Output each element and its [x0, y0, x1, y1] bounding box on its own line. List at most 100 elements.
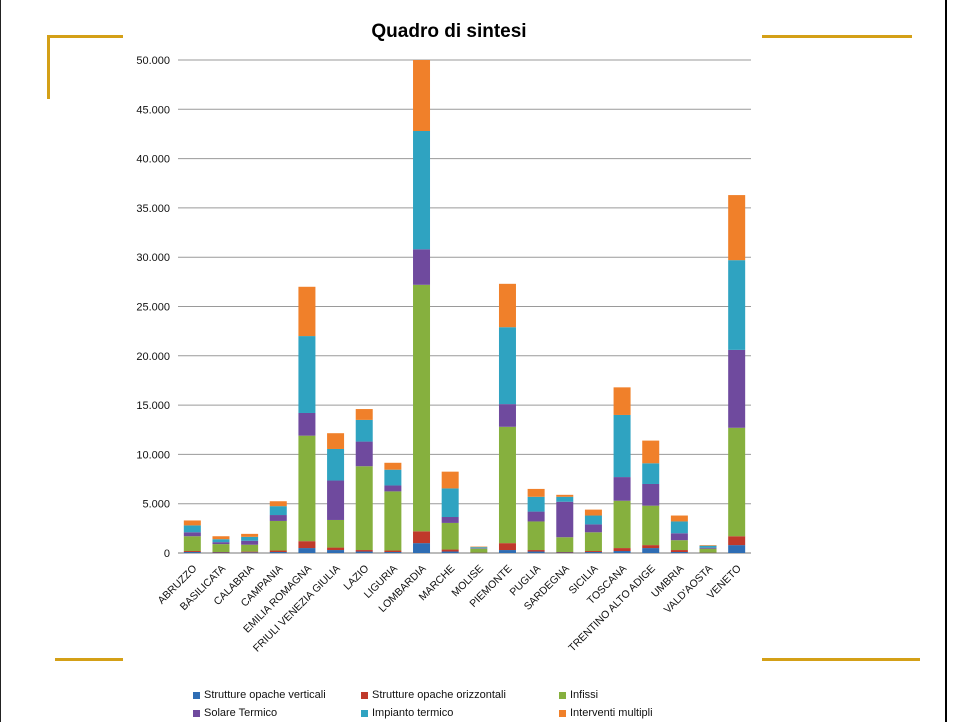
bar-segment: [384, 550, 402, 553]
bar-segment: [269, 506, 287, 516]
bar-segment: [728, 427, 746, 537]
bar-segment: [269, 552, 287, 553]
bar-segment: [298, 435, 316, 542]
bar-segment: [241, 551, 259, 553]
bar-segment: [470, 546, 488, 548]
bar-segment: [298, 336, 316, 413]
bar-segment: [670, 515, 688, 522]
bar-segment: [413, 249, 431, 285]
bar-segment: [241, 544, 259, 552]
bar-segment: [327, 433, 345, 449]
bar-segment: [527, 496, 545, 512]
legend-label: Interventi multipli: [570, 707, 653, 719]
legend-swatch: [559, 709, 566, 717]
bar-segment: [413, 543, 431, 553]
bar-segment: [498, 426, 516, 544]
bar-segment: [384, 485, 402, 492]
bar-segment: [212, 542, 230, 545]
bar-segment: [699, 545, 717, 548]
line-decoration-bottom-left: [55, 658, 123, 661]
legend-swatch: [361, 691, 368, 699]
legend-label: Impianto termico: [372, 707, 454, 719]
bar-segment: [413, 531, 431, 544]
bar-segment: [413, 130, 431, 250]
legend-label: Strutture opache orizzontali: [372, 689, 506, 701]
bar-segment: [327, 519, 345, 548]
y-tick-label: 10.000: [136, 449, 170, 461]
bar-segment: [327, 448, 345, 481]
bar-segment: [441, 517, 459, 523]
bar-segment: [355, 419, 373, 442]
bar-segment: [699, 547, 717, 549]
bar-segment: [355, 466, 373, 551]
bar-segment: [183, 520, 201, 526]
bar-segment: [556, 537, 574, 553]
bar-segment: [384, 462, 402, 470]
bar-segment: [470, 547, 488, 549]
bar-segment: [298, 541, 316, 549]
bar-segment: [327, 547, 345, 551]
y-tick-label: 40.000: [136, 154, 170, 166]
bar-segment: [584, 524, 602, 533]
bar-segment: [728, 195, 746, 261]
bar-segment: [498, 404, 516, 427]
y-tick-label: 30.000: [136, 252, 170, 264]
bar-segment: [355, 550, 373, 552]
bar-segment: [183, 525, 201, 533]
bar-segment: [269, 515, 287, 521]
bar-segment: [584, 552, 602, 553]
bar-segment: [728, 536, 746, 546]
bar-segment: [527, 488, 545, 497]
bar-segment: [527, 551, 545, 553]
y-tick-label: 15.000: [136, 400, 170, 412]
bar-segment: [384, 491, 402, 551]
bar-segment: [212, 539, 230, 543]
bar-segment: [183, 552, 201, 553]
bar-segment: [728, 349, 746, 428]
legend-swatch: [193, 691, 200, 699]
bar-segment: [613, 414, 631, 478]
bar-segment: [613, 387, 631, 415]
y-tick-label: 25.000: [136, 302, 170, 314]
y-tick-label: 45.000: [136, 104, 170, 116]
legend-item: Solare Termico: [193, 704, 361, 722]
bar-segment: [584, 551, 602, 553]
bar-segment: [212, 544, 230, 553]
bar-segment: [327, 480, 345, 520]
bar-segment: [699, 545, 717, 546]
left-frame-border: [0, 0, 1, 722]
bar-segment: [355, 409, 373, 420]
bar-segment: [642, 545, 660, 549]
line-decoration-bottom-right: [762, 658, 920, 661]
bar-segment: [298, 286, 316, 337]
bar-segment: [642, 505, 660, 546]
bar-segment: [670, 552, 688, 553]
right-frame-border: [945, 0, 947, 722]
bar-segment: [670, 550, 688, 553]
bar-segment: [556, 494, 574, 497]
bar-segment: [441, 488, 459, 518]
y-tick-label: 35.000: [136, 203, 170, 215]
bar-segment: [613, 477, 631, 501]
bar-segment: [441, 522, 459, 550]
bar-segment: [642, 463, 660, 484]
bar-segment: [441, 549, 459, 552]
bar-segment: [527, 511, 545, 522]
legend-item: Impianto termico: [361, 704, 559, 722]
corner-decoration-top-left-v: [47, 35, 50, 99]
y-tick-label: 20.000: [136, 351, 170, 363]
bar-segment: [269, 520, 287, 551]
bar-segment: [613, 500, 631, 549]
bar-segment: [470, 548, 488, 553]
bar-segment: [327, 550, 345, 553]
bar-segment: [670, 533, 688, 541]
bar-segment: [413, 284, 431, 532]
bar-segment: [298, 412, 316, 436]
legend-swatch: [361, 709, 368, 717]
bar-segment: [183, 551, 201, 553]
corner-decoration-top-left-h: [47, 35, 123, 38]
bar-segment: [241, 540, 259, 545]
bar-segment: [384, 469, 402, 486]
bar-segment: [355, 551, 373, 553]
